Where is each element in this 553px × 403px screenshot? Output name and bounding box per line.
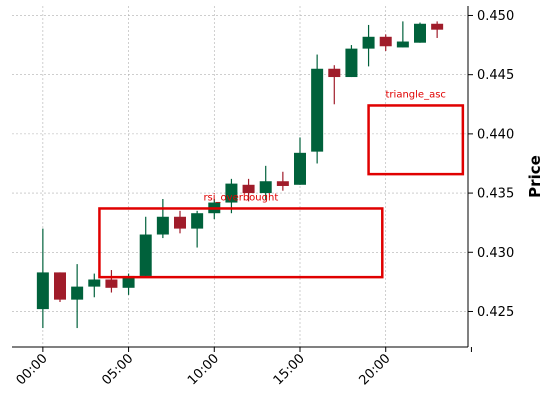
candle-body xyxy=(396,41,409,48)
axes xyxy=(12,6,469,348)
annotations: rsi_overbought triangle_asc xyxy=(98,89,465,279)
candle-body xyxy=(36,272,49,310)
annotation-label: rsi_overbought xyxy=(203,192,278,203)
annotation-label: triangle_asc xyxy=(386,89,446,100)
candle-body xyxy=(139,234,152,276)
candle-up xyxy=(156,198,169,239)
candle-down xyxy=(328,65,341,105)
candle-body xyxy=(174,216,186,229)
candle-up xyxy=(311,54,324,164)
annotation-box xyxy=(367,104,465,176)
candle-up xyxy=(294,137,306,185)
y-axis-ticks: 0.425 0.430 0.435 0.440 0.445 0.450 xyxy=(468,9,514,320)
y-tick-label: 0.430 xyxy=(477,246,514,261)
candle-up xyxy=(139,216,152,276)
candle-up xyxy=(71,264,84,329)
candle-body xyxy=(259,181,272,194)
candle-down xyxy=(431,21,444,38)
candle-up xyxy=(362,24,375,67)
candle-body xyxy=(156,216,169,235)
candle-body xyxy=(191,213,204,229)
candle-body xyxy=(345,48,358,78)
candle-body xyxy=(328,68,341,78)
candle-up xyxy=(396,21,409,48)
candle-up xyxy=(191,210,204,248)
candle-down xyxy=(105,270,118,293)
candle-body xyxy=(88,279,101,287)
candle-body xyxy=(54,272,66,300)
grid xyxy=(12,6,468,347)
y-tick-label: 0.435 xyxy=(477,187,514,202)
x-tick-label: 20:00 xyxy=(356,351,393,388)
x-tick-label: 10:00 xyxy=(185,351,222,388)
candle-up xyxy=(36,228,49,329)
y-tick-label: 0.445 xyxy=(477,68,514,83)
x-tick-label: 15:00 xyxy=(271,351,308,388)
candle-down xyxy=(242,178,255,202)
candle-down xyxy=(276,171,289,191)
candle-body xyxy=(71,286,84,300)
candle-down xyxy=(54,272,66,303)
candle-up xyxy=(345,45,358,78)
candle-body xyxy=(311,68,324,152)
y-tick-label: 0.440 xyxy=(477,127,514,142)
candle-down xyxy=(174,210,186,234)
x-axis-ticks: 00:00 05:00 10:00 15:00 20:00 xyxy=(14,347,472,388)
candle-body xyxy=(276,181,289,186)
y-tick-label: 0.425 xyxy=(477,305,514,320)
candle-up xyxy=(259,165,272,201)
candle-body xyxy=(431,23,444,30)
candle-up xyxy=(88,273,101,298)
annotation-box xyxy=(98,207,384,279)
candle-body xyxy=(414,23,426,43)
candle-down xyxy=(379,34,392,51)
candle-body xyxy=(105,279,118,288)
x-tick-label: 00:00 xyxy=(14,351,51,388)
candle-up xyxy=(414,22,426,43)
candle-body xyxy=(242,184,255,194)
candle-body xyxy=(122,275,135,288)
x-tick-label: 05:00 xyxy=(99,351,136,388)
candle-body xyxy=(294,152,306,185)
candle-body xyxy=(379,36,392,47)
candles xyxy=(36,21,444,329)
y-axis-label: Price xyxy=(526,155,544,198)
y-tick-label: 0.450 xyxy=(477,9,514,24)
candle-body xyxy=(362,36,375,49)
candle-body xyxy=(225,183,238,203)
